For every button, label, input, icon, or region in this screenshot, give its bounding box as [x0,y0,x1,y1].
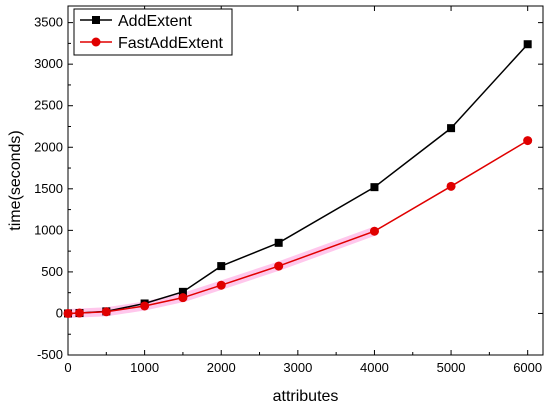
y-tick-label: 2000 [34,139,63,154]
y-tick-label: 1000 [34,222,63,237]
highlight-trail [63,226,379,318]
legend-marker-circle [91,37,101,47]
data-point-addextent [523,40,532,49]
y-axis-ticks: -500 0 500 1000 1500 2000 2500 3000 3500 [34,15,543,362]
x-tick-label: 1000 [130,360,159,375]
y-tick-label: 1500 [34,181,63,196]
x-axis-ticks: 0 1000 2000 3000 4000 5000 6000 [64,6,542,375]
data-point-fastaddextent [63,308,73,318]
legend-marker-square [92,16,100,24]
data-point-addextent [370,183,379,192]
y-tick-label: 3500 [34,15,63,30]
data-point-fastaddextent [74,308,84,318]
x-tick-label: 4000 [360,360,389,375]
y-tick-label: 2500 [34,98,63,113]
x-tick-label: 3000 [283,360,312,375]
legend-item-fastaddextent: FastAddExtent [80,35,224,52]
plot-area [67,5,544,356]
data-point-fastaddextent [101,307,111,317]
y-axis-title: time(seconds) [7,130,24,230]
series-line-fastaddextent [67,139,529,315]
x-tick-label: 5000 [437,360,466,375]
y-tick-label: 3000 [34,56,63,71]
plot-frame [67,5,544,356]
x-tick-label: 0 [64,360,71,375]
legend-label-addextent: AddExtent [118,13,192,30]
data-point-addextent [447,124,456,133]
data-point-addextent [274,238,283,247]
data-point-fastaddextent [216,280,226,290]
data-point-fastaddextent [446,181,456,191]
legend-box [73,8,233,56]
x-tick-label: 2000 [207,360,236,375]
data-point-fastaddextent [369,226,379,236]
data-point-fastaddextent [274,261,284,271]
y-tick-label: 0 [56,305,63,320]
series-layer [63,40,533,318]
legend-item-addextent: AddExtent [80,13,192,30]
data-point-addextent [217,262,226,271]
legend: AddExtent FastAddExtent [73,8,233,56]
data-point-addextent [178,287,187,296]
y-tick-label: 500 [41,264,63,279]
legend-label-fastaddextent: FastAddExtent [118,35,224,52]
x-tick-label: 6000 [513,360,542,375]
series-line-addextent [67,43,529,315]
y-tick-label: -500 [37,347,63,362]
data-point-fastaddextent [178,293,188,303]
data-point-fastaddextent [140,301,150,311]
data-point-fastaddextent [523,136,533,146]
x-axis-title: attributes [273,388,339,405]
